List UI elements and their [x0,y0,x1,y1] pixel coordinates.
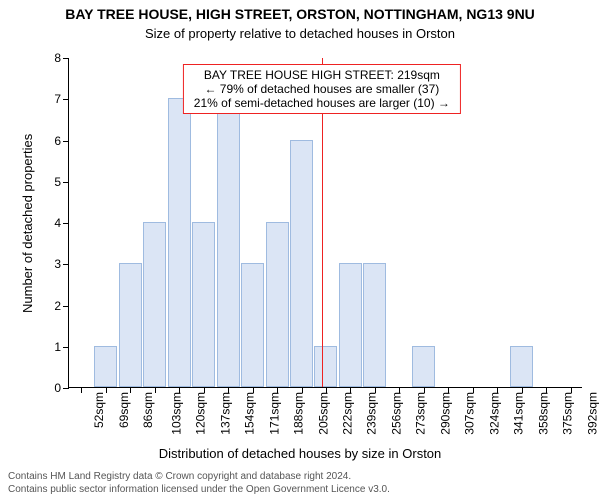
x-tick-label: 239sqm [365,392,379,435]
x-axis-label: Distribution of detached houses by size … [0,446,600,461]
x-tick-label: 341sqm [512,392,526,435]
y-tick-label: 8 [54,51,69,65]
bar [94,346,117,387]
x-tick-label: 103sqm [169,392,183,435]
x-tick [399,387,400,393]
y-tick-label: 7 [54,92,69,106]
y-tick-label: 4 [54,216,69,230]
x-tick [473,387,474,393]
x-tick [375,387,376,393]
x-tick-label: 392sqm [585,392,599,435]
footer-line-2: Contains public sector information licen… [8,484,592,497]
x-tick-label: 188sqm [291,392,305,435]
x-tick [546,387,547,393]
x-tick [350,387,351,393]
bar [290,140,313,388]
figure: BAY TREE HOUSE, HIGH STREET, ORSTON, NOT… [0,0,600,500]
y-tick-label: 6 [54,134,69,148]
y-axis-label: Number of detached properties [20,134,35,313]
x-tick-label: 52sqm [92,392,106,428]
x-tick-label: 120sqm [193,392,207,435]
x-tick-label: 205sqm [316,392,330,435]
footer-line-1: Contains HM Land Registry data © Crown c… [8,471,592,484]
bar [363,263,386,387]
x-tick [424,387,425,393]
info-line-1: BAY TREE HOUSE HIGH STREET: 219sqm [194,68,450,82]
x-tick-label: 171sqm [267,392,281,435]
y-tick-label: 0 [54,381,69,395]
y-tick-label: 3 [54,257,69,271]
x-tick [448,387,449,393]
bar [412,346,435,387]
x-tick-label: 324sqm [487,392,501,435]
y-tick-label: 2 [54,299,69,313]
info-line-3: 21% of semi-detached houses are larger (… [194,96,450,110]
x-tick [155,387,156,393]
bar [143,222,166,387]
x-tick [106,387,107,393]
bar [168,98,191,387]
info-line-2: ← 79% of detached houses are smaller (37… [194,82,450,96]
x-tick-label: 222sqm [340,392,354,435]
x-tick [326,387,327,393]
x-tick-label: 273sqm [414,392,428,435]
y-tick-label: 5 [54,175,69,189]
x-tick-label: 137sqm [218,392,232,435]
x-tick [497,387,498,393]
x-tick [130,387,131,393]
x-tick [522,387,523,393]
bar [192,222,215,387]
bar [119,263,142,387]
x-tick-label: 154sqm [242,392,256,435]
x-tick-label: 256sqm [389,392,403,435]
x-tick-label: 358sqm [536,392,550,435]
x-tick-label: 86sqm [141,392,155,428]
x-tick [253,387,254,393]
x-tick-label: 307sqm [463,392,477,435]
bar [314,346,337,387]
x-tick [81,387,82,393]
x-tick [277,387,278,393]
x-tick-label: 375sqm [561,392,575,435]
chart-title: BAY TREE HOUSE, HIGH STREET, ORSTON, NOT… [0,6,600,22]
info-box: BAY TREE HOUSE HIGH STREET: 219sqm ← 79%… [183,64,461,114]
x-tick [179,387,180,393]
bar [241,263,264,387]
footer: Contains HM Land Registry data © Crown c… [0,471,600,496]
x-tick-label: 290sqm [438,392,452,435]
x-tick [302,387,303,393]
bar [339,263,362,387]
x-tick-label: 69sqm [117,392,131,428]
bar [217,98,240,387]
x-tick [228,387,229,393]
plot-area: 01234567852sqm69sqm86sqm103sqm120sqm137s… [68,58,582,388]
x-tick [204,387,205,393]
y-tick-label: 1 [54,340,69,354]
chart-subtitle: Size of property relative to detached ho… [0,26,600,41]
bar [266,222,289,387]
bar [510,346,533,387]
x-tick [571,387,572,393]
